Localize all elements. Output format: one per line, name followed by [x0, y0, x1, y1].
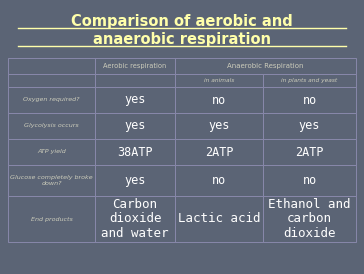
Bar — [175, 139, 263, 165]
Bar — [8, 87, 95, 113]
Bar — [263, 196, 356, 242]
Text: 2ATP: 2ATP — [205, 145, 233, 158]
Text: End products: End products — [31, 216, 72, 221]
Bar — [175, 74, 263, 87]
Bar — [8, 196, 95, 242]
Text: no: no — [302, 93, 317, 107]
Text: Ethanol and
carbon
dioxide: Ethanol and carbon dioxide — [268, 198, 351, 240]
Bar — [8, 165, 95, 196]
Bar — [95, 58, 175, 74]
Text: anaerobic respiration: anaerobic respiration — [93, 32, 271, 47]
Bar — [263, 74, 356, 87]
Bar — [95, 196, 175, 242]
Bar — [175, 87, 263, 113]
Bar — [95, 113, 175, 139]
Bar — [263, 113, 356, 139]
Text: 38ATP: 38ATP — [117, 145, 153, 158]
Bar — [263, 139, 356, 165]
Bar — [175, 165, 263, 196]
Text: no: no — [212, 174, 226, 187]
Text: in animals: in animals — [204, 78, 234, 83]
Bar — [263, 87, 356, 113]
Bar — [95, 139, 175, 165]
Text: Glucose completely broke
down?: Glucose completely broke down? — [10, 175, 93, 186]
Text: no: no — [212, 93, 226, 107]
Bar — [8, 113, 95, 139]
Bar — [8, 139, 95, 165]
Bar — [95, 87, 175, 113]
Text: Lactic acid: Lactic acid — [178, 213, 260, 226]
Text: Comparison of aerobic and: Comparison of aerobic and — [71, 14, 293, 29]
Bar — [175, 113, 263, 139]
Bar — [175, 58, 356, 74]
Text: Carbon
dioxide
and water: Carbon dioxide and water — [101, 198, 169, 240]
Bar — [95, 74, 175, 87]
Bar — [8, 58, 95, 74]
Text: in plants and yeast: in plants and yeast — [281, 78, 337, 83]
Text: no: no — [302, 174, 317, 187]
Text: yes: yes — [124, 174, 146, 187]
Text: yes: yes — [208, 119, 230, 133]
Text: ATP yield: ATP yield — [37, 150, 66, 155]
Text: Anaerobic Respiration: Anaerobic Respiration — [227, 63, 304, 69]
Text: Aerobic respiration: Aerobic respiration — [103, 63, 167, 69]
Text: yes: yes — [299, 119, 320, 133]
Text: yes: yes — [124, 93, 146, 107]
Bar — [95, 165, 175, 196]
Text: 2ATP: 2ATP — [295, 145, 324, 158]
Bar — [263, 165, 356, 196]
Bar — [175, 196, 263, 242]
Text: Glycolysis occurs: Glycolysis occurs — [24, 124, 79, 129]
Text: yes: yes — [124, 119, 146, 133]
Text: Oxygen required?: Oxygen required? — [23, 98, 80, 102]
Bar — [8, 74, 95, 87]
